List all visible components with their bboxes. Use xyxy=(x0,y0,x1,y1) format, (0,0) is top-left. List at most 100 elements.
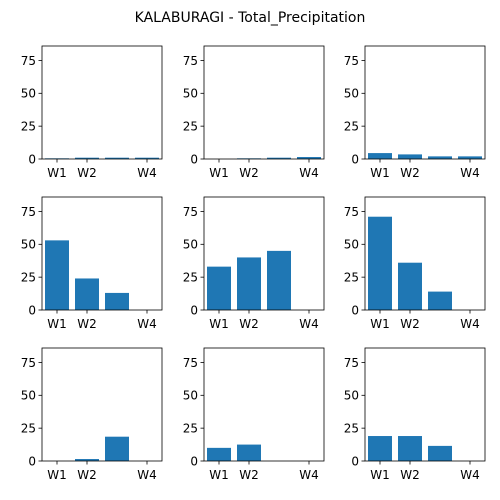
subplot-1: 0 25 50 75 W1 W2 W4 xyxy=(21,45,163,180)
y-tick-label: 0 xyxy=(351,152,359,166)
x-tick-label: W4 xyxy=(137,166,157,180)
axes-frame xyxy=(364,347,486,462)
figure-title: KALABURAGI - Total_Precipitation xyxy=(135,10,366,26)
bar-w1 xyxy=(368,153,392,159)
y-tick-label: 75 xyxy=(21,54,36,68)
bar-w1 xyxy=(368,436,392,461)
x-tick-label: W4 xyxy=(299,317,319,331)
y-tick-label: 0 xyxy=(28,454,36,468)
x-tick-label: W4 xyxy=(137,468,157,482)
y-tick-label: 50 xyxy=(183,238,198,252)
axes-frame xyxy=(203,347,325,462)
subplot-8: 0 25 50 75 W1 W2 W4 xyxy=(183,347,325,482)
x-tick-label: W1 xyxy=(209,317,229,331)
y-tick-label: 75 xyxy=(183,54,198,68)
bar-w4 xyxy=(135,157,159,159)
bar-w4 xyxy=(458,156,482,159)
y-tick-label: 0 xyxy=(190,152,198,166)
subplot-7: 0 25 50 75 W1 W2 W4 xyxy=(21,347,163,482)
bar-w3 xyxy=(105,292,129,310)
x-tick-label: W4 xyxy=(299,468,319,482)
x-tick-label: W1 xyxy=(209,166,229,180)
y-tick-label: 50 xyxy=(21,238,36,252)
y-tick-label: 75 xyxy=(183,205,198,219)
y-tick-label: 0 xyxy=(351,303,359,317)
subplot-9: 0 25 50 75 W1 W2 W4 xyxy=(344,347,486,482)
y-tick-label: 25 xyxy=(21,421,36,435)
bar-w3 xyxy=(105,157,129,159)
bar-w3 xyxy=(267,157,291,159)
bar-w2 xyxy=(398,262,422,310)
x-tick-label: W1 xyxy=(47,166,67,180)
x-tick-label: W4 xyxy=(460,468,480,482)
y-tick-label: 75 xyxy=(183,356,198,370)
x-tick-label: W4 xyxy=(137,317,157,331)
y-tick-label: 50 xyxy=(344,389,359,403)
x-tick-label: W2 xyxy=(400,468,420,482)
y-tick-label: 25 xyxy=(344,270,359,284)
bar-w2 xyxy=(75,278,99,310)
axes-frame xyxy=(364,196,486,311)
bar-w1 xyxy=(207,447,231,461)
subplot-6: 0 25 50 75 W1 W2 W4 xyxy=(344,196,486,331)
axes-frame xyxy=(203,196,325,311)
bar-w4 xyxy=(297,157,321,159)
x-tick-label: W2 xyxy=(77,166,97,180)
y-tick-label: 75 xyxy=(344,205,359,219)
y-tick-label: 25 xyxy=(183,421,198,435)
y-tick-label: 50 xyxy=(21,87,36,101)
y-tick-label: 50 xyxy=(21,389,36,403)
x-tick-label: W2 xyxy=(400,166,420,180)
x-tick-label: W4 xyxy=(299,166,319,180)
bar-w3 xyxy=(105,436,129,461)
y-tick-label: 25 xyxy=(21,270,36,284)
axes-frame xyxy=(364,45,486,160)
axes-frame xyxy=(41,196,163,311)
x-tick-label: W2 xyxy=(400,317,420,331)
y-tick-label: 25 xyxy=(344,421,359,435)
axes-frame xyxy=(41,45,163,160)
x-tick-label: W4 xyxy=(460,317,480,331)
y-tick-label: 0 xyxy=(351,454,359,468)
x-tick-label: W2 xyxy=(239,468,259,482)
y-tick-label: 75 xyxy=(21,356,36,370)
x-tick-label: W1 xyxy=(209,468,229,482)
subplot-3: 0 25 50 75 W1 W2 W4 xyxy=(344,45,486,180)
subplot-2: 0 25 50 75 W1 W2 W4 xyxy=(183,45,325,180)
bar-w1 xyxy=(45,240,69,310)
x-tick-label: W1 xyxy=(370,166,390,180)
x-tick-label: W1 xyxy=(370,317,390,331)
y-tick-label: 75 xyxy=(21,205,36,219)
x-tick-label: W2 xyxy=(239,166,259,180)
bar-w2 xyxy=(398,436,422,461)
y-tick-label: 75 xyxy=(344,356,359,370)
bar-w3 xyxy=(428,156,452,159)
x-tick-label: W2 xyxy=(239,317,259,331)
y-tick-label: 25 xyxy=(344,119,359,133)
x-tick-label: W2 xyxy=(77,468,97,482)
x-tick-label: W4 xyxy=(460,166,480,180)
bar-w2 xyxy=(398,154,422,159)
y-tick-label: 50 xyxy=(344,87,359,101)
x-tick-label: W1 xyxy=(47,317,67,331)
bar-w3 xyxy=(428,291,452,310)
y-tick-label: 0 xyxy=(190,454,198,468)
bar-w2 xyxy=(237,257,261,310)
y-tick-label: 0 xyxy=(28,303,36,317)
bar-w1 xyxy=(368,216,392,310)
y-tick-label: 25 xyxy=(183,119,198,133)
bar-w1 xyxy=(207,266,231,310)
bar-w2 xyxy=(75,157,99,159)
y-tick-label: 0 xyxy=(28,152,36,166)
y-tick-label: 50 xyxy=(183,389,198,403)
y-tick-label: 0 xyxy=(190,303,198,317)
y-tick-label: 25 xyxy=(21,119,36,133)
subplot-4: 0 25 50 75 W1 W2 W4 xyxy=(21,196,163,331)
x-tick-label: W2 xyxy=(77,317,97,331)
axes-frame xyxy=(203,45,325,160)
axes-frame xyxy=(41,347,163,462)
bar-w2 xyxy=(75,459,99,461)
bar-w3 xyxy=(428,445,452,461)
